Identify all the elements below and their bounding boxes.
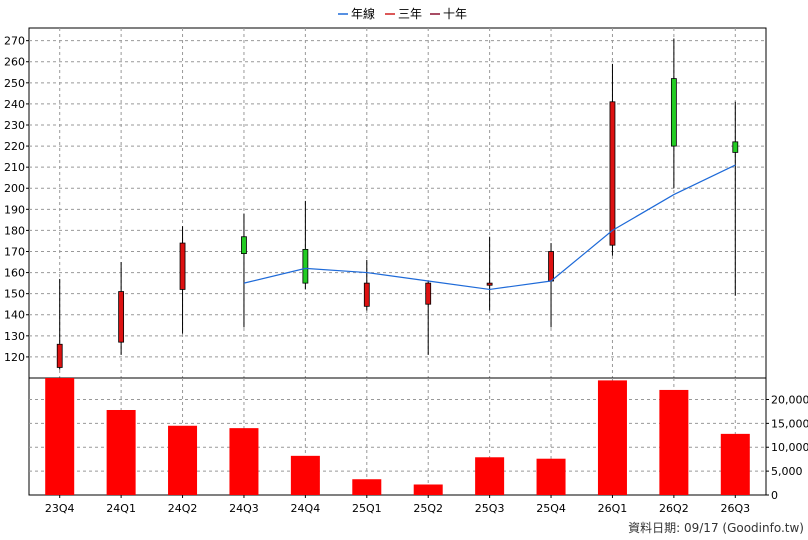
x-tick-label: 26Q2: [659, 502, 689, 515]
candle-26Q2: [670, 38, 677, 189]
candle-body: [486, 282, 493, 286]
data-date-note: 資料日期: 09/17 (Goodinfo.tw): [628, 521, 804, 535]
volume-bar-24Q3: [229, 428, 259, 495]
candle-body: [670, 78, 677, 147]
x-tick-label: 24Q3: [229, 502, 259, 515]
candle-body: [609, 101, 616, 246]
price-tick-label: 160: [4, 267, 25, 280]
volume-tick-label: 0: [771, 489, 778, 502]
x-axis: 23Q4 24Q1 24Q2 24Q3 24Q4 25Q1 25Q2 25Q3 25Q4 26Q1…: [45, 495, 750, 515]
x-tick-label: 25Q4: [536, 502, 566, 515]
candle-25Q1: [363, 259, 370, 311]
price-tick-label: 250: [4, 77, 25, 90]
price-tick-label: 200: [4, 182, 25, 195]
price-tick-label: 180: [4, 224, 25, 237]
volume-bar-25Q2: [413, 484, 443, 495]
price-tick-label: 240: [4, 98, 25, 111]
price-tick-label: 170: [4, 245, 25, 258]
candle-body: [118, 291, 125, 343]
volume-bar-24Q1: [106, 409, 136, 495]
candle-24Q2: [179, 226, 186, 334]
volume-panel: 0 5,000 10,000 15,000 20,000: [28, 377, 808, 502]
x-tick-label: 23Q4: [45, 502, 75, 515]
price-tick-label: 230: [4, 119, 25, 132]
candle-26Q1: [609, 63, 616, 256]
x-tick-label: 26Q3: [720, 502, 750, 515]
legend: 年線 三年 十年: [338, 6, 467, 21]
x-tick-label: 24Q4: [291, 502, 321, 515]
price-tick-label: 150: [4, 288, 25, 301]
moving-average-line: [243, 164, 736, 291]
volume-bar-25Q1: [352, 479, 382, 495]
price-panel: 120 130 140 150 160 170 180 190 200 210 220 230 240 2…: [4, 27, 767, 379]
price-tick-label: 140: [4, 309, 25, 322]
legend-label-3: 十年: [443, 7, 467, 21]
volume-bar-26Q1: [597, 380, 627, 495]
candle-25Q3: [486, 236, 493, 311]
volume-bar-25Q3: [475, 457, 505, 495]
volume-tick-label: 5,000: [771, 465, 803, 478]
candle-25Q2: [425, 281, 432, 355]
candle-body: [241, 236, 247, 255]
candle-24Q1: [118, 262, 125, 355]
price-tick-label: 270: [4, 35, 25, 48]
volume-tick-label: 15,000: [771, 417, 808, 430]
volume-bar-26Q3: [720, 433, 750, 495]
candle-body: [56, 343, 63, 368]
candle-24Q4: [302, 200, 309, 290]
candle-body: [363, 282, 370, 307]
volume-tick-label: 10,000: [771, 441, 808, 454]
volume-tick-label: 20,000: [771, 393, 808, 406]
candle-26Q3: [732, 101, 739, 296]
legend-label-2: 三年: [398, 7, 422, 21]
x-tick-label: 26Q1: [598, 502, 628, 515]
volume-bar-23Q4: [45, 378, 75, 495]
volume-bar-24Q2: [168, 425, 198, 495]
volume-bar-25Q4: [536, 458, 566, 495]
price-tick-label: 220: [4, 140, 25, 153]
volume-bar-26Q2: [659, 389, 689, 495]
price-tick-label: 190: [4, 203, 25, 216]
price-plot-area: [28, 27, 767, 379]
x-tick-label: 24Q2: [168, 502, 198, 515]
x-tick-label: 24Q1: [106, 502, 136, 515]
x-tick-label: 25Q1: [352, 502, 382, 515]
candle-body: [425, 282, 432, 305]
candle-body: [548, 251, 554, 282]
candle-body: [732, 141, 739, 153]
candle-body: [302, 248, 309, 284]
candle-body: [179, 242, 186, 290]
candle-24Q3: [241, 213, 247, 328]
candle-23Q4: [56, 278, 63, 370]
volume-bar-24Q4: [290, 455, 320, 495]
x-tick-label: 25Q2: [413, 502, 443, 515]
price-tick-label: 130: [4, 330, 25, 343]
price-tick-label: 210: [4, 161, 25, 174]
legend-label-1: 年線: [351, 6, 375, 21]
price-tick-label: 120: [4, 351, 25, 364]
volume-plot-area: [28, 377, 767, 496]
x-tick-label: 25Q3: [475, 502, 505, 515]
price-tick-label: 260: [4, 56, 25, 69]
